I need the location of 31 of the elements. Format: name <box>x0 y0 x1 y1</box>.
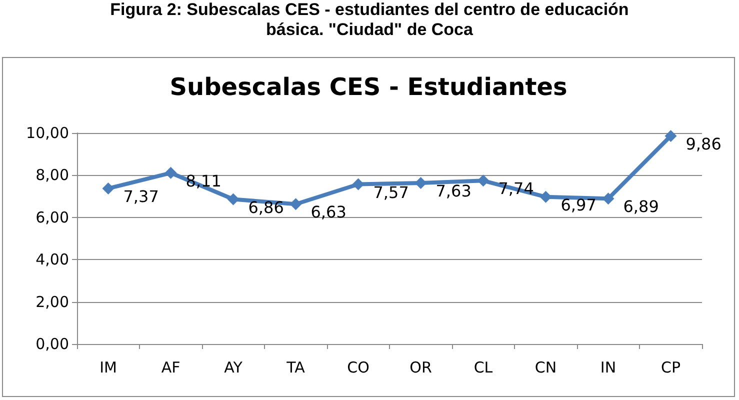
y-tick-label: 6,00 <box>36 208 69 226</box>
x-tick-label: IM <box>100 358 117 376</box>
y-tick-label: 0,00 <box>36 335 69 353</box>
point <box>102 182 114 194</box>
x-tick-label: CP <box>660 358 681 376</box>
x-tick-label: CL <box>474 358 494 376</box>
data-label: 7,57 <box>373 182 409 202</box>
x-tick-label: CO <box>347 358 370 376</box>
x-tick-label: OR <box>410 358 432 376</box>
data-label: 6,97 <box>560 195 596 214</box>
text: Figura 2: Subescalas CES - estudiantes del centro de educación básica. "Ciudad" de Coca <box>109 0 630 40</box>
data-label: 6,89 <box>623 197 659 216</box>
point <box>290 198 302 210</box>
x-tick-label: CN <box>534 358 557 376</box>
y-tick-label: 8,00 <box>36 166 69 184</box>
x-tick-label: AY <box>224 358 244 376</box>
point <box>164 166 177 179</box>
data-label: 7,63 <box>436 182 472 201</box>
data-label: 6,63 <box>310 202 346 222</box>
x-tick-label: TA <box>286 358 306 376</box>
x-tick-label: AF <box>161 358 180 376</box>
point <box>664 130 677 142</box>
data-label: 9,86 <box>686 134 722 154</box>
y-tick-label: 2,00 <box>36 292 69 311</box>
point <box>227 193 240 206</box>
data-label: 6,86 <box>248 198 284 217</box>
y-tick-label: 4,00 <box>36 250 69 269</box>
y-tick-label: 10,00 <box>26 124 69 142</box>
chart-title: Subescalas CES - Estudiantes <box>170 73 568 101</box>
x-tick-label: IN <box>600 358 616 376</box>
data-label: 7,37 <box>123 186 159 206</box>
